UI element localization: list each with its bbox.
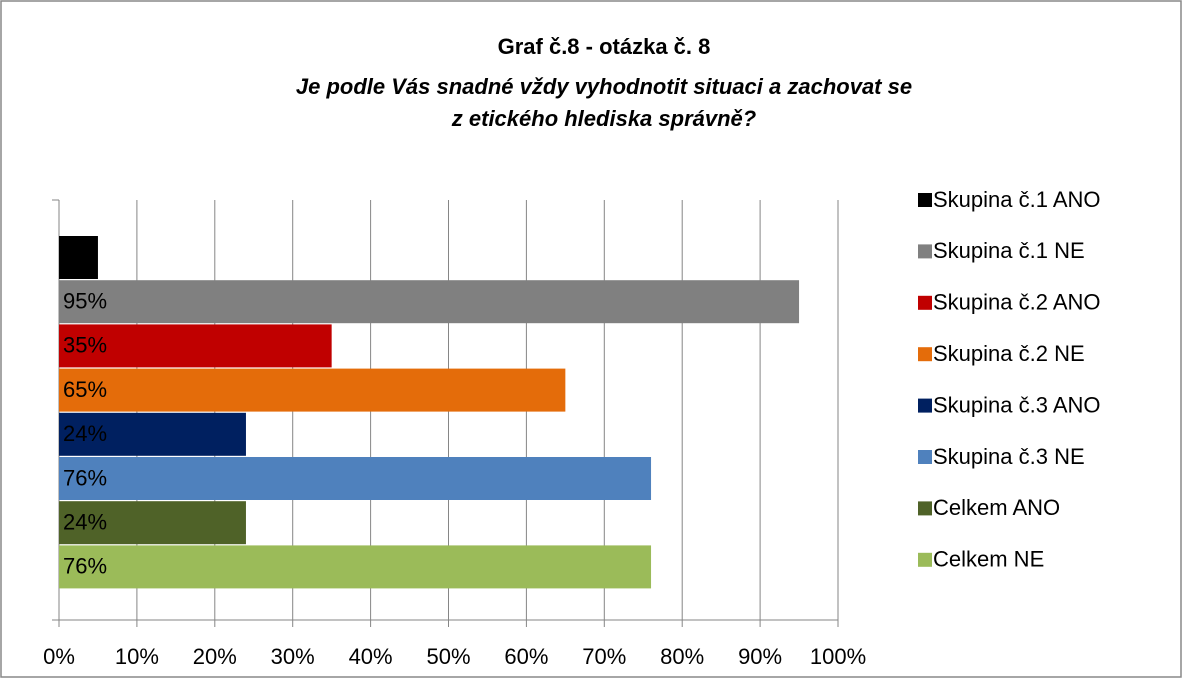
legend-swatch [918,295,932,310]
bar [59,280,800,324]
bar [59,368,566,412]
x-tick-label: 100% [810,644,866,669]
legend-label: Skupina č.1 NE [933,238,1085,263]
bar [59,501,246,545]
x-tick-label: 90% [738,644,782,669]
x-tick-label: 10% [115,644,159,669]
data-label: 24% [63,510,107,535]
legend-label: Celkem NE [933,547,1044,572]
bar [59,457,652,500]
legend-label: Skupina č.2 ANO [933,290,1101,315]
legend-label: Skupina č.3 ANO [933,392,1101,417]
legend-swatch [918,193,932,207]
data-label: 95% [63,289,107,314]
legend-swatch [918,347,932,362]
legend-label: Skupina č.2 NE [933,341,1085,366]
x-tick-label: 0% [43,644,75,669]
legend-swatch [918,398,932,413]
legend-label: Skupina č.3 NE [933,444,1085,469]
data-label: 5% [63,244,95,269]
bar [59,412,246,456]
x-tick-label: 20% [193,644,237,669]
x-tick-label: 50% [426,644,470,669]
chart-subtitle: Je podle Vás snadné vždy vyhodnotit situ… [296,74,912,99]
legend-label: Skupina č.1 ANO [933,187,1101,212]
x-tick-label: 70% [582,644,626,669]
legend-swatch [918,450,932,464]
data-label: 65% [63,377,107,402]
bar [59,236,98,279]
chart-title: Graf č.8 - otázka č. 8 [498,34,711,59]
legend-swatch [918,244,932,259]
data-label: 35% [63,333,107,358]
x-tick-label: 40% [349,644,393,669]
x-tick-label: 30% [271,644,315,669]
data-label: 76% [63,465,107,490]
legend-swatch [918,552,932,567]
bar [59,545,652,589]
x-tick-label: 80% [660,644,704,669]
data-label: 76% [63,554,107,579]
legend-label: Celkem ANO [933,495,1060,520]
data-label: 24% [63,421,107,446]
x-tick-label: 60% [504,644,548,669]
chart-subtitle: z etického hlediska správně? [451,106,756,131]
legend-swatch [918,501,932,516]
bar [59,324,332,368]
